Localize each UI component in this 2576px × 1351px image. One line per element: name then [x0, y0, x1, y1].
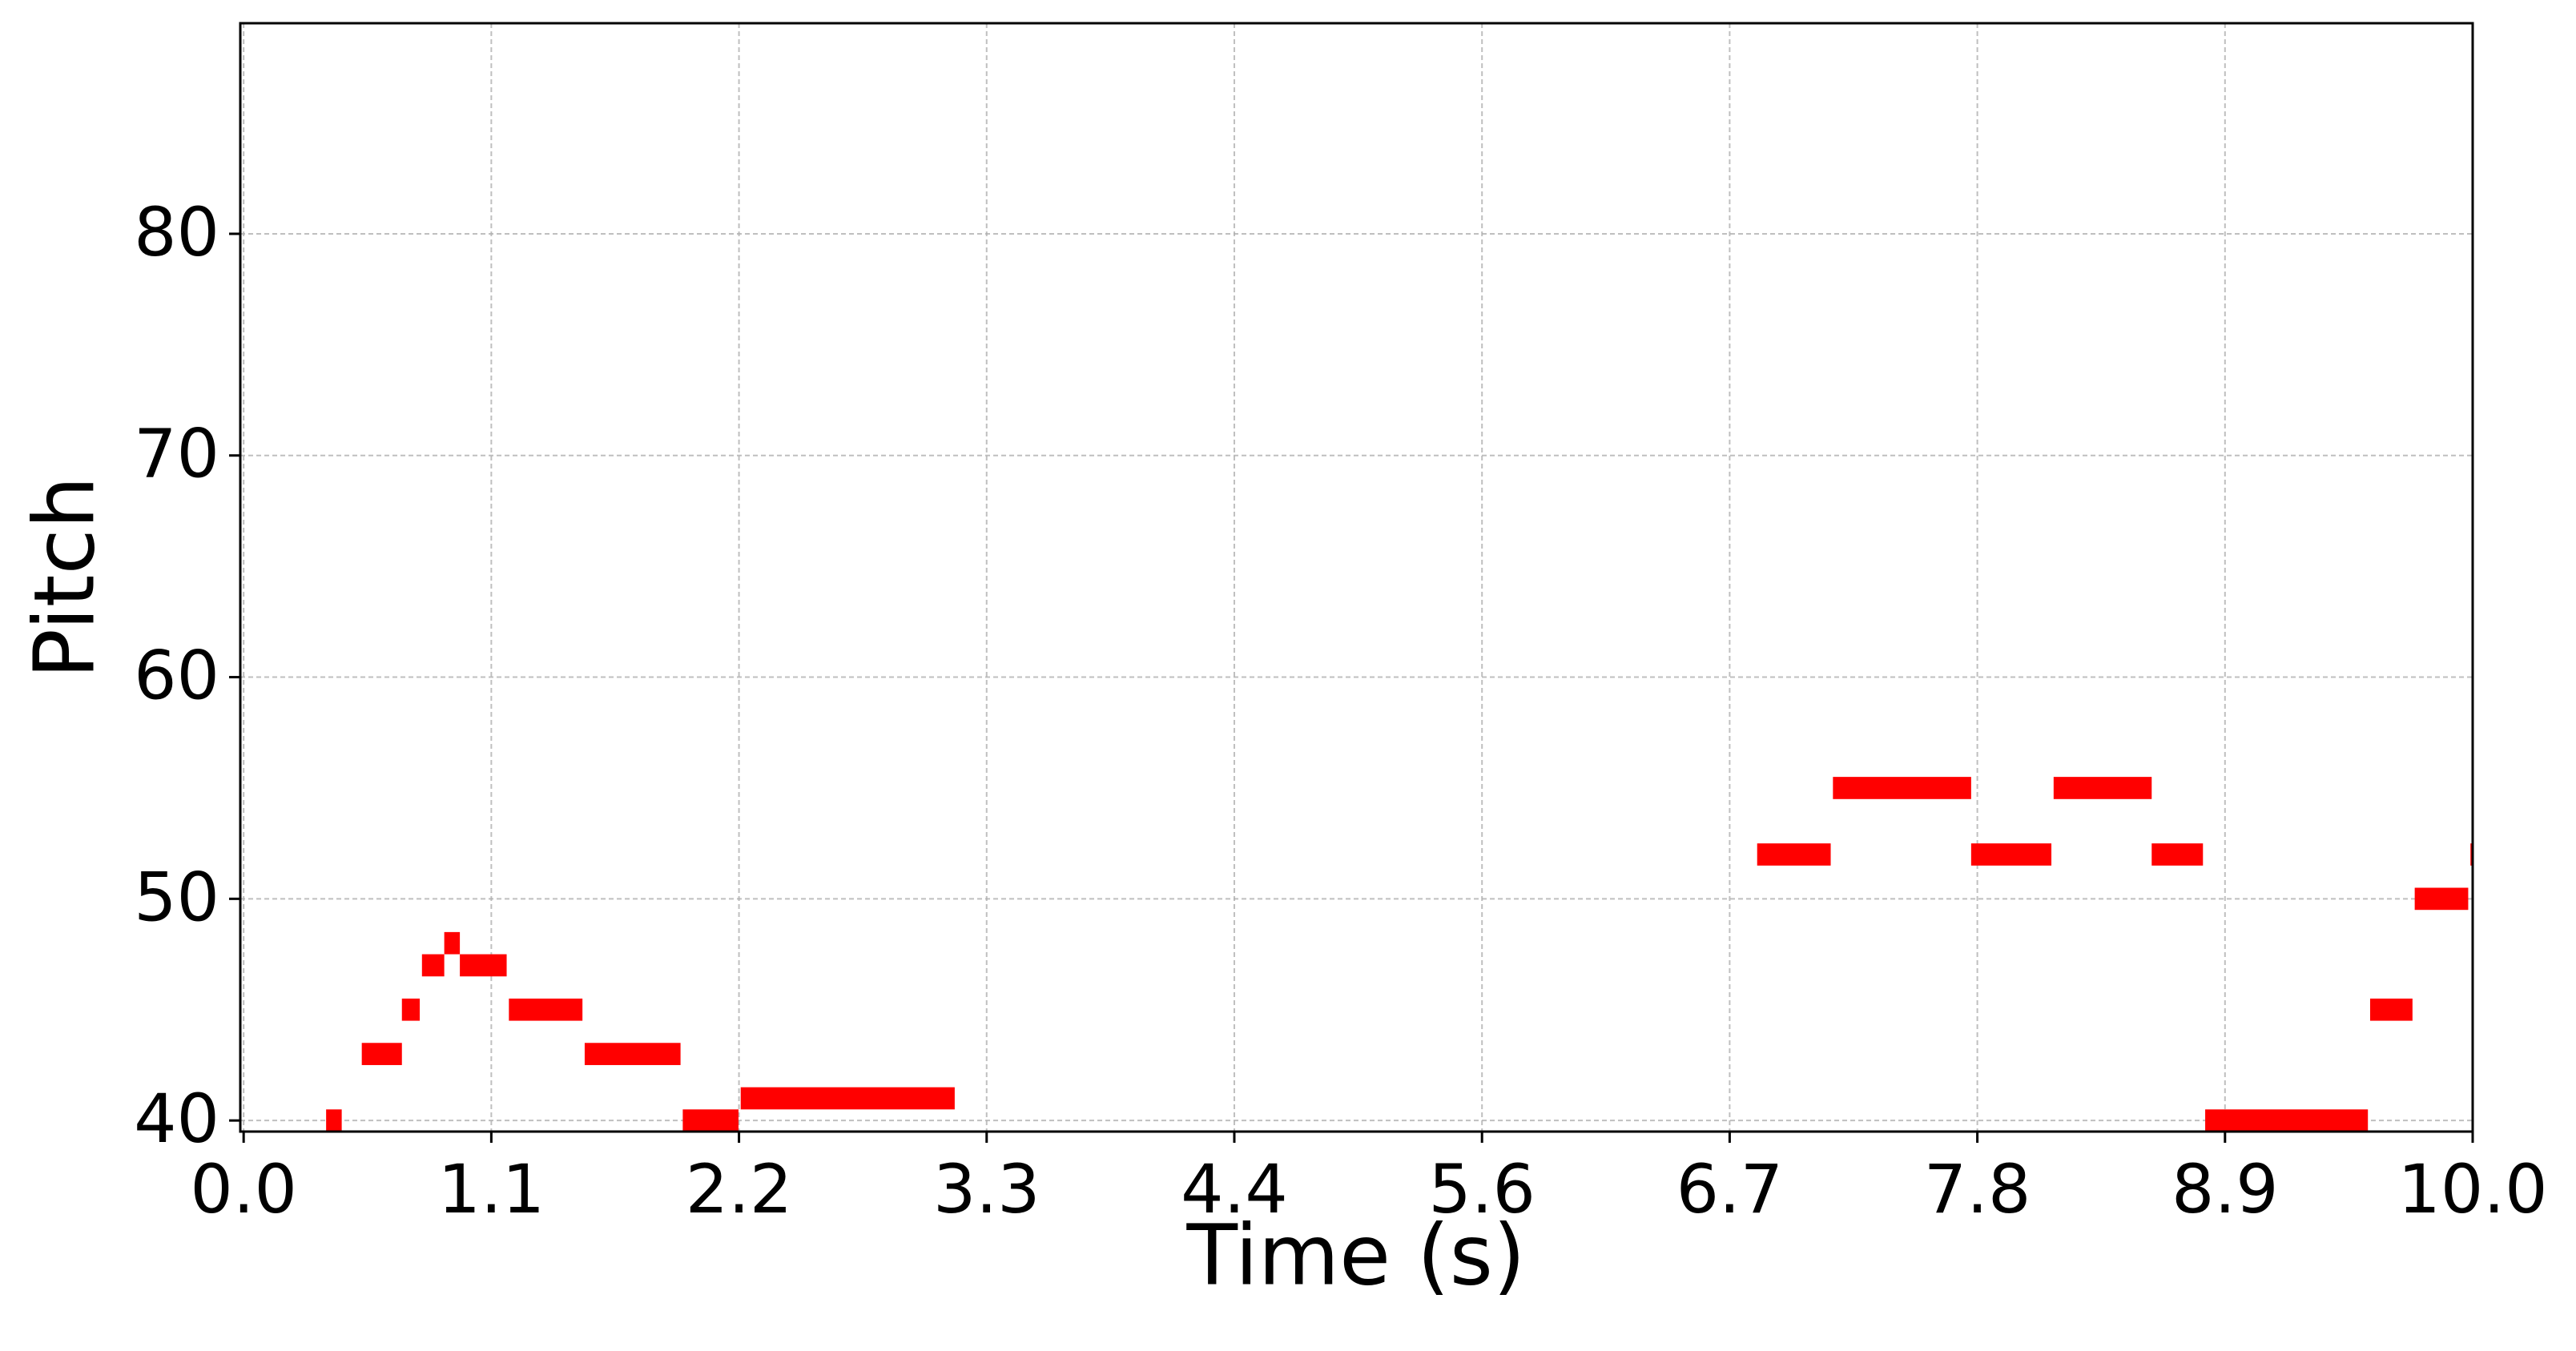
note — [2205, 1109, 2369, 1132]
note — [584, 1043, 681, 1065]
note — [1970, 843, 2052, 866]
x-tick-label: 8.9 — [2171, 1150, 2279, 1228]
note — [2151, 843, 2204, 866]
y-tick-label: 40 — [134, 1080, 219, 1158]
x-tick-label: 7.8 — [1924, 1150, 2031, 1228]
note — [361, 1043, 402, 1065]
ticks: 0.0 1.1 2.2 3.3 4.4 5.6 6.7 7.8 8.9 10.0 40 50 60 70 8… — [134, 193, 2547, 1228]
note — [2414, 887, 2469, 911]
x-tick-label: 6.7 — [1676, 1150, 1784, 1228]
note — [2053, 777, 2152, 799]
y-tick-label: 80 — [134, 193, 219, 271]
note — [326, 1109, 342, 1132]
y-tick-label: 50 — [134, 858, 219, 936]
note — [1833, 777, 1971, 799]
note — [682, 1109, 739, 1132]
x-axis-label: Time (s) — [1186, 1206, 1526, 1304]
note — [421, 954, 445, 977]
y-tick-label: 60 — [134, 636, 219, 714]
note — [1757, 843, 1831, 866]
y-tick-label: 70 — [134, 415, 219, 493]
x-tick-label: 3.3 — [933, 1150, 1040, 1228]
y-axis-label: Pitch — [15, 476, 113, 678]
notes — [326, 777, 2473, 1132]
x-tick-label: 0.0 — [190, 1150, 297, 1228]
x-tick-label: 2.2 — [686, 1150, 793, 1228]
note — [740, 1087, 955, 1110]
note — [444, 931, 461, 955]
note — [401, 998, 421, 1021]
x-tick-label: 5.6 — [1428, 1150, 1536, 1228]
grid — [240, 23, 2473, 1132]
x-tick-label: 10.0 — [2397, 1150, 2547, 1228]
plot-frame — [239, 22, 2474, 1133]
note — [2369, 998, 2413, 1021]
x-tick-label: 4.4 — [1181, 1150, 1288, 1228]
x-tick-label: 1.1 — [438, 1150, 545, 1228]
note — [2470, 843, 2473, 866]
note — [509, 998, 583, 1021]
note — [460, 954, 507, 977]
